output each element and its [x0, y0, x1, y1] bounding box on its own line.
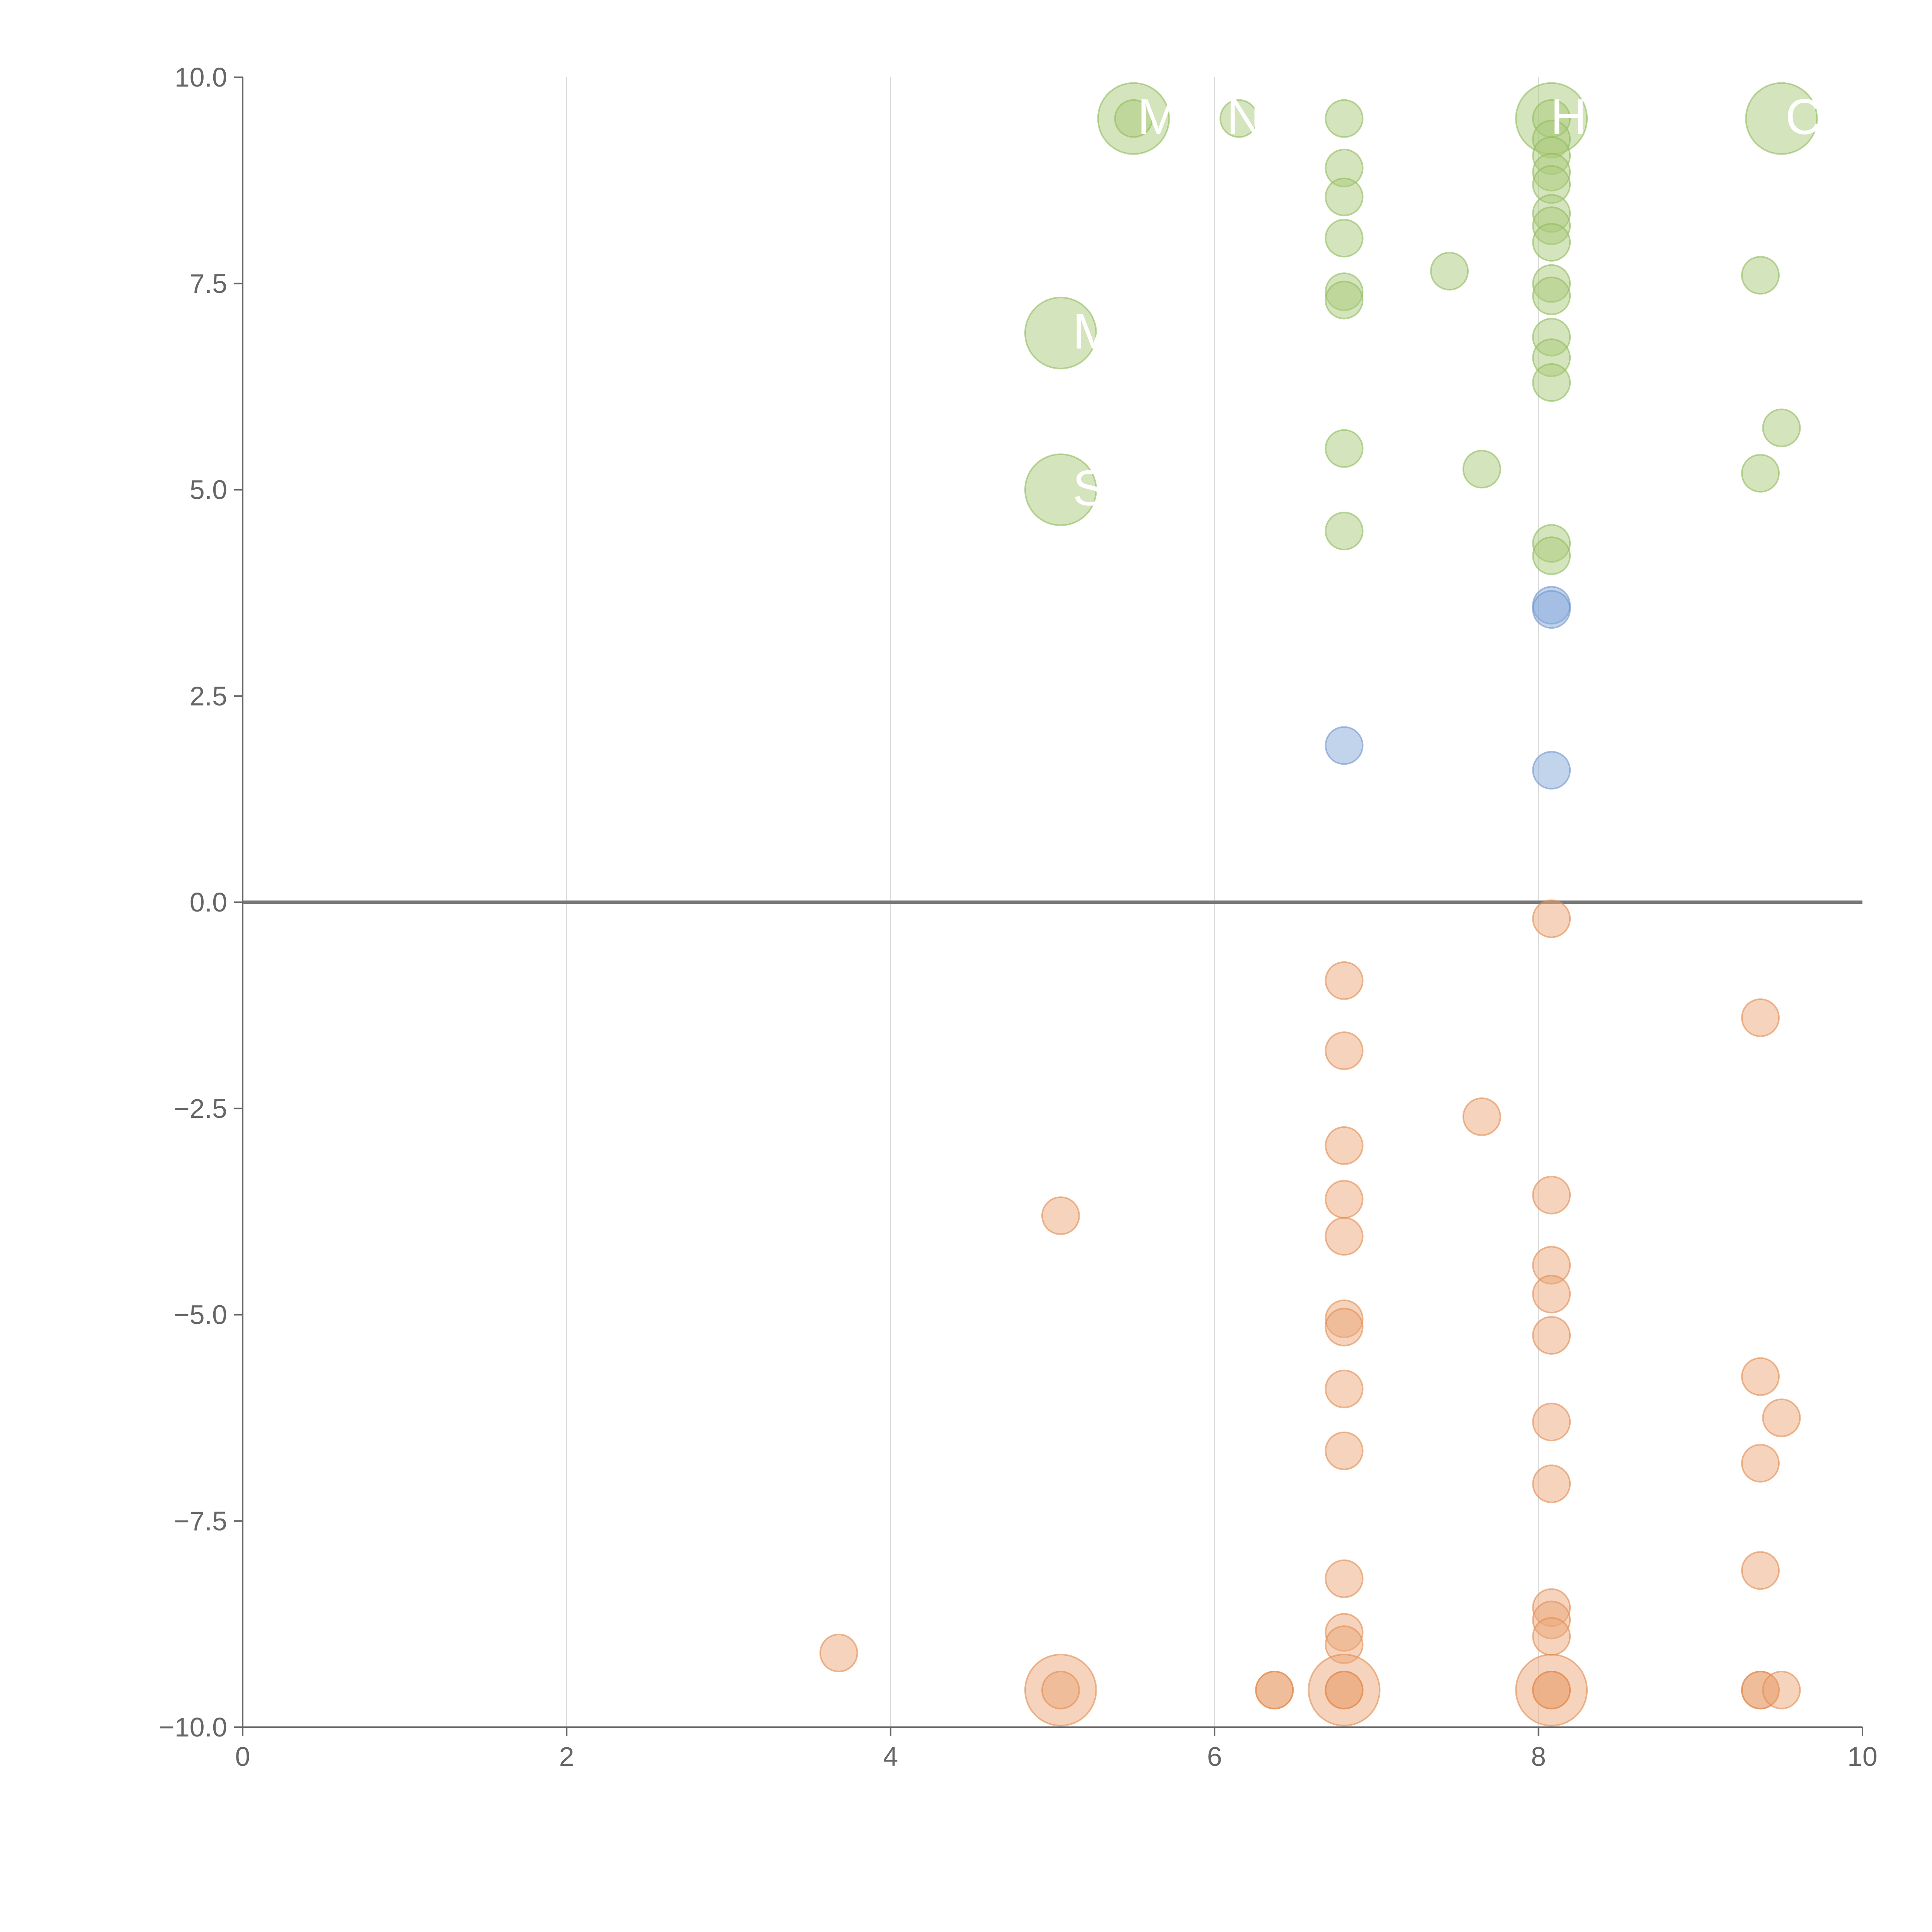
orange-data-point	[1532, 1670, 1571, 1709]
x-tick-label: 8	[1531, 1742, 1546, 1772]
y-tick-label: 10.0	[175, 62, 227, 92]
orange-data-point	[1325, 1670, 1364, 1709]
green-data-point	[1325, 512, 1364, 551]
point-annotation-label: N	[1226, 88, 1263, 145]
orange-data-point	[1325, 1180, 1364, 1219]
orange-data-point	[1041, 1196, 1080, 1235]
x-tick-label: 0	[235, 1742, 250, 1772]
orange-data-point	[1325, 1559, 1364, 1598]
y-tick-label: −10.0	[159, 1712, 227, 1742]
orange-data-point	[1741, 1551, 1780, 1590]
orange-data-point	[1325, 961, 1364, 1000]
y-tick-label: 0.0	[190, 887, 227, 917]
orange-data-point	[1325, 1369, 1364, 1408]
orange-data-point	[1325, 1126, 1364, 1165]
green-data-point	[1325, 219, 1364, 258]
orange-data-point	[1532, 1403, 1571, 1442]
point-annotation-label: S	[1073, 460, 1106, 516]
orange-data-point	[1741, 998, 1780, 1037]
x-tick-label: 2	[559, 1742, 574, 1772]
point-annotation-label: H	[1551, 88, 1587, 145]
green-data-point	[1532, 536, 1571, 575]
orange-data-point	[1532, 1316, 1571, 1355]
orange-data-point	[1532, 1275, 1571, 1314]
green-data-point	[1114, 99, 1153, 138]
blue-data-point	[1325, 726, 1364, 765]
green-data-point	[1532, 276, 1571, 315]
orange-data-point	[1762, 1398, 1801, 1437]
green-data-point	[1741, 256, 1780, 295]
y-tick-label: −2.5	[174, 1094, 227, 1124]
orange-data-point	[1762, 1670, 1801, 1709]
y-tick-label: 5.0	[190, 475, 227, 505]
green-data-point	[1325, 281, 1364, 320]
green-data-point	[1325, 177, 1364, 216]
orange-data-point	[1255, 1670, 1294, 1709]
y-tick-label: −5.0	[174, 1300, 227, 1330]
green-data-point	[1430, 252, 1469, 291]
green-data-point	[1325, 429, 1364, 468]
point-annotation-label: M	[1073, 303, 1114, 359]
axis-layer: 0 2 4 6 8 10 10.0 7.5 5.0 2.5 0.0 −2.5 −5.0 −7.5 −10.0	[159, 62, 1878, 1772]
y-tick-label: 2.5	[190, 681, 227, 711]
x-tick-label: 6	[1207, 1742, 1222, 1772]
y-tick-label: 7.5	[190, 269, 227, 299]
green-data-point	[1745, 82, 1818, 155]
green-data-point	[1325, 99, 1364, 138]
green-data-point	[1024, 453, 1097, 526]
points-layer	[819, 82, 1818, 1726]
green-data-point	[1532, 223, 1571, 262]
y-tick-label: −7.5	[174, 1506, 227, 1536]
point-annotation-label: M	[1138, 88, 1179, 145]
orange-data-point	[1532, 899, 1571, 938]
orange-data-point	[1532, 1617, 1571, 1656]
green-data-point	[1532, 363, 1571, 402]
green-data-point	[1741, 454, 1780, 493]
orange-data-point	[1325, 1031, 1364, 1070]
green-data-point	[1024, 296, 1097, 369]
orange-data-point	[1041, 1670, 1080, 1709]
orange-data-point	[1325, 1217, 1364, 1256]
orange-data-point	[1325, 1308, 1364, 1347]
green-data-point	[1219, 99, 1259, 138]
blue-data-point	[1532, 751, 1571, 790]
orange-data-point	[1741, 1357, 1780, 1396]
orange-data-point	[1325, 1431, 1364, 1470]
orange-data-point	[819, 1633, 858, 1672]
orange-data-point	[1532, 1175, 1571, 1214]
point-annotation-label: CE	[1785, 88, 1855, 145]
orange-data-point	[1462, 1097, 1501, 1136]
orange-data-point	[1741, 1444, 1780, 1483]
orange-data-point	[1532, 1464, 1571, 1503]
x-tick-label: 10	[1847, 1742, 1878, 1772]
blue-data-point	[1532, 590, 1571, 629]
green-data-point	[1762, 408, 1801, 447]
x-tick-label: 4	[883, 1742, 898, 1772]
green-data-point	[1462, 450, 1501, 489]
